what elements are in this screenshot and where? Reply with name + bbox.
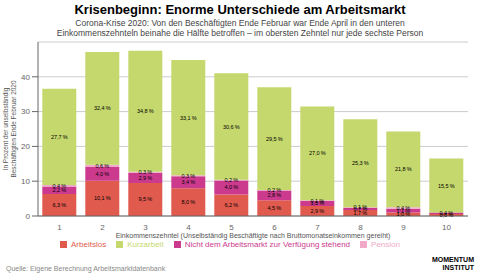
svg-text:5: 5	[229, 223, 234, 232]
html-text:Quelle: Eigene Berechnung Arbe: Quelle: Eigene Berechnung Arbeitsmarktda…	[6, 265, 166, 272]
svg-text:0,4 %: 0,4 %	[52, 183, 66, 189]
svg-text:1: 1	[57, 223, 62, 232]
svg-text:In Prozent der unselbständigBe: In Prozent der unselbständigBeschäftigte…	[8, 80, 18, 178]
svg-text:0,4 %: 0,4 %	[396, 205, 410, 211]
svg-text:27,0 %: 27,0 %	[309, 150, 326, 156]
svg-text:0,1 %: 0,1 %	[353, 204, 367, 210]
html-text:Arbeitslos: Arbeitslos	[71, 240, 107, 249]
svg-text:0,2 %: 0,2 %	[224, 177, 238, 183]
svg-text:27,7 %: 27,7 %	[51, 134, 68, 140]
svg-text:30: 30	[21, 107, 30, 116]
svg-text:10,1 %: 10,1 %	[94, 195, 111, 201]
svg-text:29,5 %: 29,5 %	[266, 136, 283, 142]
svg-text:40: 40	[21, 73, 30, 82]
svg-text:4,0 %: 4,0 %	[95, 171, 109, 177]
svg-text:2,8 %: 2,8 %	[267, 192, 281, 198]
svg-text:Einkommenszehntel (Unselbständ: Einkommenszehntel (Unselbständig Beschäf…	[116, 232, 391, 240]
svg-text:9,5 %: 9,5 %	[138, 196, 152, 202]
svg-text:2,2 %: 2,2 %	[52, 187, 67, 194]
svg-text:34,8 %: 34,8 %	[137, 108, 154, 114]
svg-text:21,8 %: 21,8 %	[395, 166, 412, 172]
svg-text:25,3 %: 25,3 %	[352, 160, 369, 166]
svg-text:3: 3	[143, 223, 148, 232]
svg-text:33,1 %: 33,1 %	[180, 115, 197, 121]
svg-text:2,9 %: 2,9 %	[310, 208, 324, 214]
html-text:Einkommenszehnteln beinahe die: Einkommenszehnteln beinahe die Hälfte be…	[56, 28, 424, 38]
svg-text:6: 6	[272, 223, 277, 232]
svg-text:2: 2	[100, 223, 105, 232]
svg-text:10: 10	[21, 177, 30, 186]
html-text:Krisenbeginn: Enorme Unterschi: Krisenbeginn: Enorme Unterschiede am Arb…	[74, 2, 406, 17]
html-text:Nicht dem Arbeitsmarkt zur Ver: Nicht dem Arbeitsmarkt zur Verfügung ste…	[184, 240, 350, 249]
svg-text:20: 20	[21, 142, 30, 151]
svg-text:0,6 %: 0,6 %	[95, 163, 109, 169]
svg-text:8: 8	[358, 223, 363, 232]
svg-text:2,9 %: 2,9 %	[138, 175, 152, 181]
svg-text:6,3 %: 6,3 %	[52, 202, 66, 208]
svg-text:10: 10	[442, 223, 451, 232]
svg-text:0,2 %: 0,2 %	[267, 187, 281, 193]
svg-text:0,3 %: 0,3 %	[138, 169, 152, 175]
html-text:Pension: Pension	[371, 240, 400, 249]
svg-text:9: 9	[401, 223, 406, 232]
svg-text:4,5 %: 4,5 %	[267, 205, 281, 211]
svg-text:0,1 %: 0,1 %	[310, 198, 324, 204]
svg-text:4: 4	[186, 223, 191, 232]
svg-text:0: 0	[26, 212, 31, 221]
html-text:Corona-Krise 2020: Von den Bes: Corona-Krise 2020: Von den Beschäftigten…	[75, 18, 405, 28]
svg-text:6,2 %: 6,2 %	[224, 202, 238, 208]
svg-text:7: 7	[315, 223, 320, 232]
svg-text:0,3 %: 0,3 %	[181, 173, 195, 179]
svg-text:1,7 %: 1,7 %	[353, 210, 368, 216]
svg-text:4,0 %: 4,0 %	[224, 184, 238, 190]
svg-text:3,4 %: 3,4 %	[181, 179, 195, 185]
html-text:Kurzarbeit: Kurzarbeit	[127, 240, 164, 249]
svg-text:8,0 %: 8,0 %	[181, 199, 195, 205]
svg-text:1,0 %: 1,0 %	[396, 211, 411, 218]
svg-text:0,4 %: 0,4 %	[439, 210, 453, 216]
html-text:MOMENTUM INSTITUT: MOMENTUM INSTITUT	[432, 256, 474, 271]
svg-text:15,5 %: 15,5 %	[438, 183, 455, 189]
svg-text:30,6 %: 30,6 %	[223, 124, 240, 130]
svg-text:32,4 %: 32,4 %	[94, 105, 111, 111]
